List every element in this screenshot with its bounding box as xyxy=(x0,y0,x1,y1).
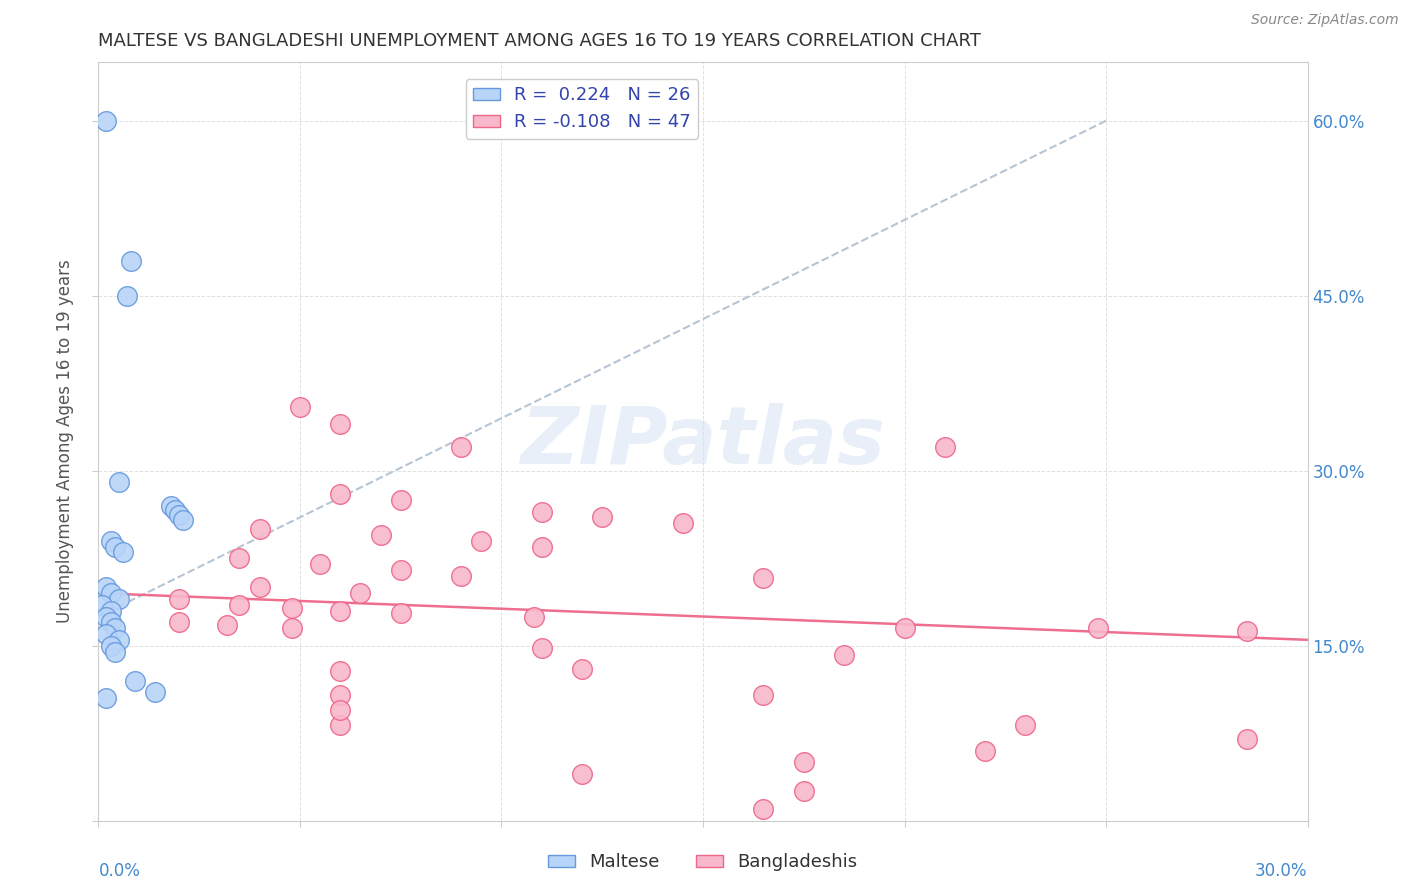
Point xyxy=(329,688,352,702)
Point xyxy=(832,648,855,662)
Point xyxy=(450,441,472,455)
Point xyxy=(389,563,412,577)
Point xyxy=(167,592,190,607)
Point xyxy=(120,253,142,268)
Point xyxy=(96,691,118,706)
Point xyxy=(115,289,138,303)
Point xyxy=(530,540,553,554)
Point xyxy=(1236,624,1258,638)
Point xyxy=(249,580,271,594)
Point xyxy=(389,606,412,620)
Point xyxy=(281,621,304,635)
Point xyxy=(100,615,122,630)
Text: MALTESE VS BANGLADESHI UNEMPLOYMENT AMONG AGES 16 TO 19 YEARS CORRELATION CHART: MALTESE VS BANGLADESHI UNEMPLOYMENT AMON… xyxy=(98,32,981,50)
Y-axis label: Unemployment Among Ages 16 to 19 years: Unemployment Among Ages 16 to 19 years xyxy=(56,260,75,624)
Point xyxy=(571,767,593,781)
Point xyxy=(96,609,118,624)
Legend: Maltese, Bangladeshis: Maltese, Bangladeshis xyxy=(541,847,865,879)
Legend: R =  0.224   N = 26, R = -0.108   N = 47: R = 0.224 N = 26, R = -0.108 N = 47 xyxy=(465,79,699,138)
Point xyxy=(103,621,125,635)
Point xyxy=(571,662,593,676)
Text: 30.0%: 30.0% xyxy=(1256,863,1308,880)
Point xyxy=(100,604,122,618)
Point xyxy=(107,632,129,647)
Point xyxy=(793,756,815,770)
Point xyxy=(111,545,134,559)
Point xyxy=(752,571,775,585)
Text: ZIPatlas: ZIPatlas xyxy=(520,402,886,481)
Point xyxy=(591,510,613,524)
Point xyxy=(167,615,190,630)
Point xyxy=(91,598,114,612)
Point xyxy=(523,609,546,624)
Point xyxy=(1014,718,1036,732)
Point xyxy=(228,598,250,612)
Point xyxy=(103,644,125,658)
Point xyxy=(103,540,125,554)
Point xyxy=(530,504,553,518)
Point xyxy=(281,601,304,615)
Point xyxy=(934,441,956,455)
Point xyxy=(672,516,695,531)
Point xyxy=(309,557,332,571)
Point xyxy=(370,528,392,542)
Point xyxy=(793,784,815,798)
Point xyxy=(217,617,239,632)
Point xyxy=(752,802,775,816)
Point xyxy=(329,604,352,618)
Point xyxy=(450,568,472,582)
Point xyxy=(167,508,190,522)
Point xyxy=(329,417,352,431)
Point xyxy=(100,533,122,548)
Point xyxy=(329,703,352,717)
Point xyxy=(329,718,352,732)
Point xyxy=(107,592,129,607)
Point xyxy=(249,522,271,536)
Point xyxy=(389,492,412,507)
Point xyxy=(96,580,118,594)
Point xyxy=(143,685,166,699)
Point xyxy=(96,113,118,128)
Point xyxy=(974,744,997,758)
Point xyxy=(228,551,250,566)
Point xyxy=(329,665,352,679)
Point xyxy=(124,673,146,688)
Point xyxy=(100,639,122,653)
Point xyxy=(96,627,118,641)
Point xyxy=(349,586,371,600)
Point xyxy=(1087,621,1109,635)
Point xyxy=(752,688,775,702)
Point xyxy=(893,621,915,635)
Point xyxy=(163,503,186,517)
Point xyxy=(160,499,183,513)
Text: Source: ZipAtlas.com: Source: ZipAtlas.com xyxy=(1251,13,1399,28)
Point xyxy=(1236,731,1258,746)
Text: 0.0%: 0.0% xyxy=(98,863,141,880)
Point xyxy=(172,513,194,527)
Point xyxy=(470,533,492,548)
Point xyxy=(107,475,129,490)
Point xyxy=(329,487,352,501)
Point xyxy=(530,640,553,655)
Point xyxy=(288,400,311,414)
Point xyxy=(100,586,122,600)
